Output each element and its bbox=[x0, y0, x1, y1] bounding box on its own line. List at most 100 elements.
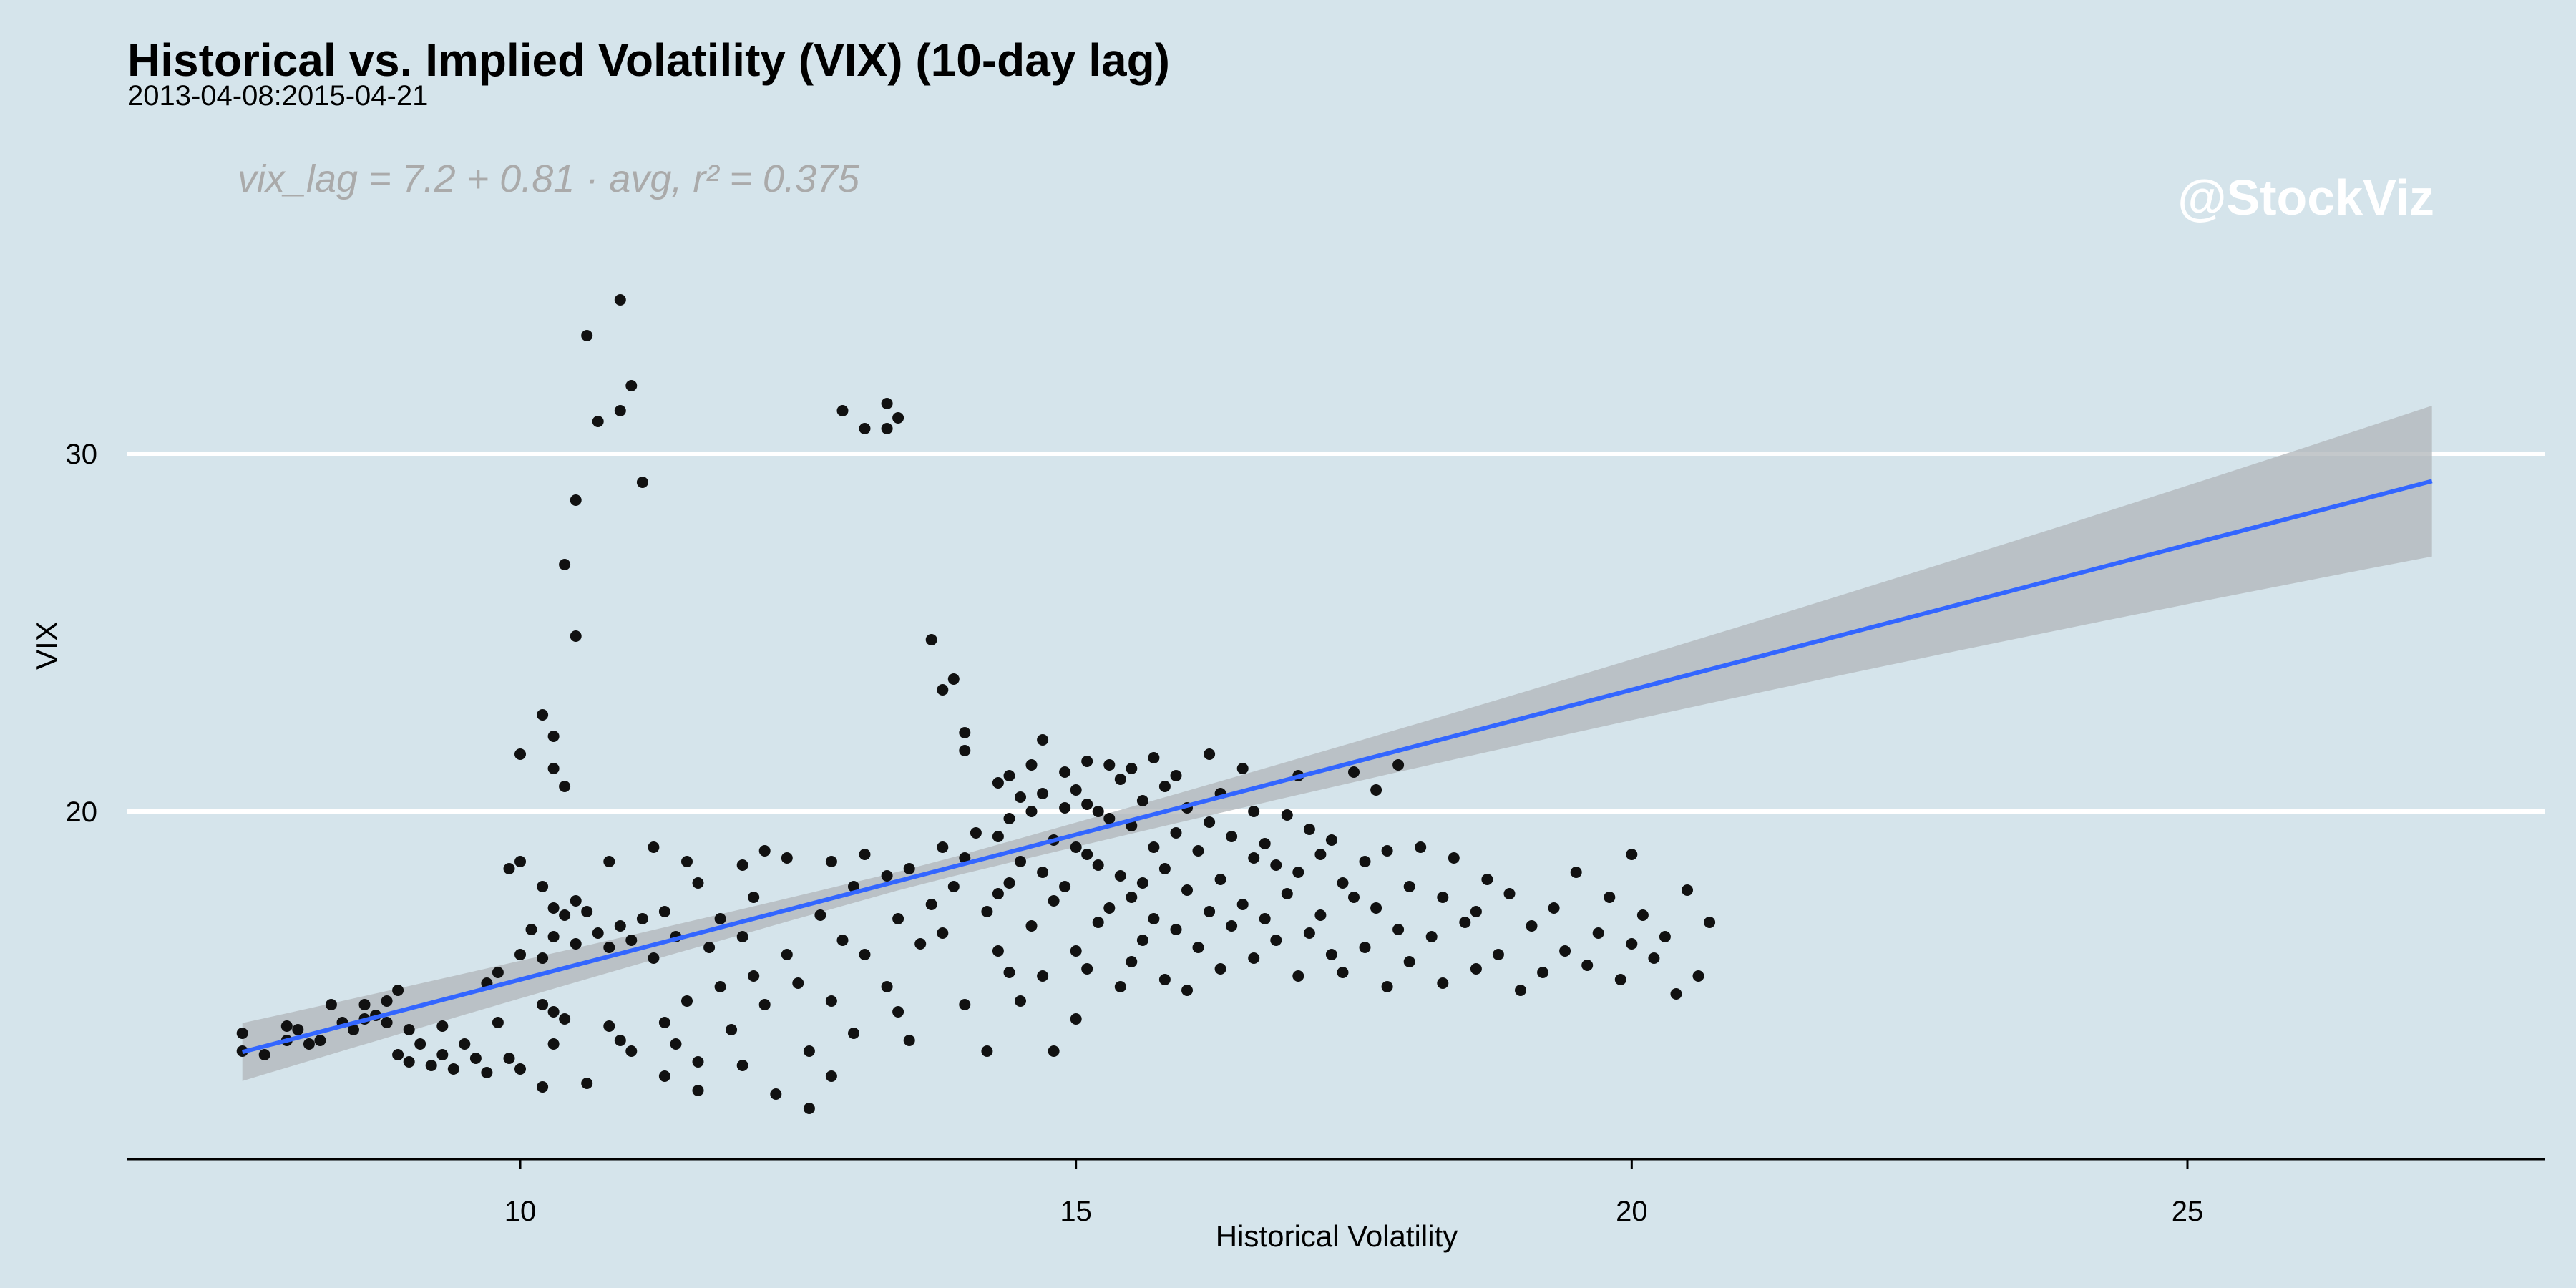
data-point bbox=[1226, 920, 1238, 932]
data-point bbox=[726, 1024, 738, 1035]
data-point bbox=[1559, 945, 1571, 957]
data-point bbox=[1204, 748, 1216, 760]
data-point bbox=[303, 1038, 315, 1050]
data-point bbox=[1148, 752, 1160, 763]
data-point bbox=[992, 831, 1004, 842]
data-point bbox=[1214, 874, 1226, 885]
data-point bbox=[1403, 881, 1415, 892]
data-point bbox=[1503, 888, 1516, 899]
data-point bbox=[381, 1017, 393, 1028]
data-point bbox=[1136, 877, 1148, 889]
data-point bbox=[1037, 867, 1049, 878]
data-point bbox=[681, 856, 693, 867]
data-point bbox=[1103, 759, 1116, 771]
data-point bbox=[1126, 763, 1138, 774]
data-point bbox=[1126, 956, 1138, 967]
data-point bbox=[625, 935, 638, 946]
data-point bbox=[559, 909, 571, 921]
data-point bbox=[1114, 981, 1126, 992]
data-point bbox=[1682, 884, 1693, 896]
data-point bbox=[314, 1035, 326, 1046]
data-point bbox=[1236, 899, 1249, 910]
data-points bbox=[236, 294, 1716, 1114]
data-point bbox=[1059, 881, 1071, 892]
data-point bbox=[947, 673, 960, 685]
data-point bbox=[1136, 935, 1148, 946]
data-point bbox=[736, 859, 748, 871]
data-point bbox=[692, 1085, 704, 1096]
data-point bbox=[1359, 856, 1371, 867]
data-point bbox=[925, 634, 937, 645]
data-point bbox=[1059, 766, 1071, 778]
data-point bbox=[492, 967, 504, 978]
confidence-band bbox=[242, 406, 2432, 1081]
data-point bbox=[1392, 924, 1405, 935]
data-point bbox=[692, 877, 704, 889]
data-point bbox=[959, 727, 971, 738]
data-point bbox=[781, 949, 793, 960]
data-point bbox=[1281, 809, 1293, 821]
data-point bbox=[937, 927, 949, 939]
data-point bbox=[1370, 902, 1382, 914]
data-point bbox=[1114, 870, 1126, 882]
data-point bbox=[1181, 884, 1193, 896]
data-point bbox=[736, 931, 748, 942]
data-point bbox=[236, 1028, 248, 1039]
data-point bbox=[658, 1070, 670, 1082]
x-axis-label: Historical Volatility bbox=[1216, 1219, 1458, 1253]
data-point bbox=[1604, 892, 1616, 903]
data-point bbox=[581, 330, 593, 341]
data-point bbox=[1704, 917, 1716, 928]
data-point bbox=[258, 1049, 270, 1060]
data-point bbox=[1070, 841, 1082, 853]
data-point bbox=[492, 1017, 504, 1028]
data-point bbox=[1626, 849, 1638, 860]
data-point bbox=[436, 1020, 449, 1032]
data-point bbox=[914, 938, 927, 950]
data-point bbox=[1470, 906, 1482, 917]
data-point bbox=[903, 1035, 915, 1046]
data-point bbox=[1003, 813, 1015, 824]
data-point bbox=[748, 892, 760, 903]
data-point bbox=[547, 1038, 560, 1050]
data-point bbox=[1370, 784, 1382, 796]
data-point bbox=[892, 412, 904, 424]
data-point bbox=[714, 981, 726, 992]
data-point bbox=[1081, 963, 1093, 975]
data-point bbox=[848, 881, 859, 892]
data-point bbox=[1037, 734, 1049, 746]
data-point bbox=[1381, 845, 1393, 857]
data-point bbox=[436, 1049, 449, 1060]
data-point bbox=[570, 630, 582, 642]
data-point bbox=[1003, 770, 1015, 781]
watermark: @StockViz bbox=[2177, 170, 2434, 225]
data-point bbox=[1148, 841, 1160, 853]
data-point bbox=[1270, 859, 1282, 871]
data-point bbox=[1459, 917, 1471, 928]
data-point bbox=[1481, 874, 1493, 885]
data-point bbox=[1281, 888, 1293, 899]
data-point bbox=[614, 405, 626, 416]
data-point bbox=[559, 559, 571, 570]
data-point bbox=[1337, 967, 1349, 978]
data-point bbox=[981, 906, 993, 917]
data-point bbox=[658, 1017, 670, 1028]
data-point bbox=[603, 942, 615, 953]
data-point bbox=[1037, 970, 1049, 982]
data-point bbox=[1403, 956, 1415, 967]
data-point bbox=[1270, 935, 1282, 946]
data-point bbox=[648, 841, 660, 853]
data-point bbox=[1081, 849, 1093, 860]
data-point bbox=[748, 970, 760, 982]
data-point bbox=[1059, 802, 1071, 814]
data-point bbox=[1359, 942, 1371, 953]
data-point bbox=[559, 781, 571, 792]
data-point bbox=[859, 849, 871, 860]
data-point bbox=[425, 1060, 437, 1071]
data-point bbox=[503, 1053, 515, 1064]
data-point bbox=[447, 1063, 459, 1075]
data-point bbox=[592, 927, 604, 939]
data-point bbox=[1526, 920, 1538, 932]
data-point bbox=[403, 1056, 415, 1068]
data-point bbox=[1103, 902, 1116, 914]
